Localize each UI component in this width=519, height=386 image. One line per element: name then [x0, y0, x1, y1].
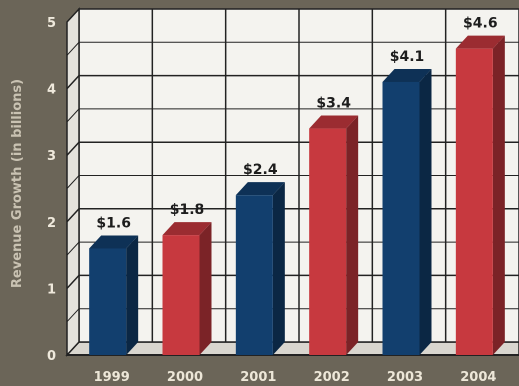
grid-line-horizontal [66, 241, 519, 256]
grid-line-horizontal [66, 141, 519, 156]
grid-line-horizontal [66, 208, 519, 223]
bar [455, 48, 493, 355]
bar-side [419, 68, 432, 355]
bar-side [199, 222, 212, 355]
grid-line-horizontal [66, 74, 519, 90]
data-label: $1.6 [96, 215, 131, 231]
data-label: $1.8 [170, 202, 205, 218]
bar-side [346, 115, 359, 355]
bar-top [309, 115, 359, 129]
x-tick-label: 2004 [460, 370, 496, 385]
bar-side [126, 235, 139, 355]
grid-line-horizontal [66, 175, 519, 189]
bar-top [162, 222, 212, 236]
data-label: $4.6 [463, 16, 498, 32]
bar-side [272, 182, 285, 355]
bar [382, 81, 420, 355]
data-label: $3.4 [316, 96, 351, 112]
x-tick-label: 2003 [387, 370, 423, 385]
data-label: $4.1 [390, 49, 425, 65]
bar [89, 248, 127, 355]
y-axis-title: Revenue Growth (in billions) [10, 79, 25, 288]
grid-line-horizontal [66, 108, 519, 123]
grid-line-horizontal [66, 41, 519, 56]
grid-line-horizontal [66, 308, 519, 323]
bar-side [492, 35, 505, 355]
y-tick-label: 0 [47, 349, 56, 364]
y-tick-label: 4 [47, 83, 56, 98]
bar [162, 235, 200, 355]
grid-line-horizontal [66, 274, 519, 289]
bar-top [89, 235, 139, 249]
bar [235, 195, 273, 355]
x-tick-label: 2000 [167, 370, 203, 385]
y-tick-label: 3 [47, 149, 56, 164]
x-tick-label: 1999 [94, 370, 130, 385]
data-label: $2.4 [243, 162, 278, 178]
bar [309, 128, 347, 355]
bar-top [382, 68, 432, 82]
bar-top [235, 182, 285, 196]
y-tick-label: 5 [47, 16, 56, 31]
bar-top [455, 35, 505, 49]
y-tick-label: 2 [47, 216, 56, 231]
x-tick-label: 2001 [240, 370, 276, 385]
x-tick-label: 2002 [314, 370, 350, 385]
y-tick-label: 1 [47, 282, 56, 297]
